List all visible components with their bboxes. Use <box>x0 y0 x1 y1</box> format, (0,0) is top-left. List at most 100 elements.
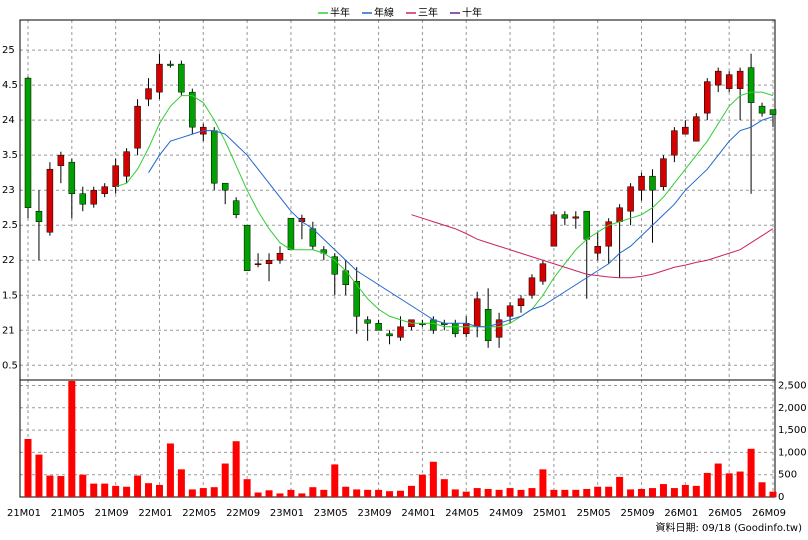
volume-bar <box>550 489 558 497</box>
candle-body <box>57 154 65 166</box>
volume-bar <box>375 489 383 497</box>
x-tick-label: 21M09 <box>95 508 129 519</box>
candle-body <box>265 259 273 264</box>
candle-body <box>134 105 141 149</box>
x-tick-label: 26M09 <box>752 508 786 519</box>
candle-body <box>528 277 536 296</box>
y-tick-label: 0.5 <box>2 360 18 371</box>
legend-label: 十年 <box>462 6 482 19</box>
volume-bar <box>769 491 777 497</box>
legend-label: 年線 <box>374 6 394 19</box>
volume-bar <box>298 493 306 497</box>
legend-label: 三年 <box>418 6 438 19</box>
candle-body <box>68 161 76 194</box>
candle-body <box>145 88 152 100</box>
y2-tick-label: 1,000 <box>778 447 807 458</box>
volume-bar <box>517 489 525 497</box>
volume-bar <box>418 474 426 497</box>
volume-bar <box>397 490 404 497</box>
volume-bar <box>145 483 153 497</box>
candle-body <box>484 309 492 342</box>
y-tick-label: 3.5 <box>2 150 18 161</box>
volume-bar <box>243 479 251 497</box>
candle-body <box>671 130 678 156</box>
volume-bar <box>353 489 361 497</box>
candle-body <box>276 252 284 261</box>
y-tick-label: 1.5 <box>2 290 18 301</box>
volume-bar <box>714 463 722 497</box>
volume-bar <box>440 479 448 497</box>
volume-bar <box>725 473 733 497</box>
volume-bar <box>506 488 514 497</box>
candle-body <box>178 63 185 93</box>
candle-body <box>430 319 437 331</box>
volume-bar <box>616 476 624 497</box>
x-tick-label: 23M01 <box>270 508 304 519</box>
volume-bar <box>331 464 339 497</box>
volume-bar <box>123 486 131 497</box>
candle-body <box>506 305 514 317</box>
legend-label: 半年 <box>330 6 350 19</box>
candle-body <box>539 263 547 282</box>
candle-body <box>616 207 623 222</box>
volume-bar <box>462 491 470 497</box>
volume-bar <box>320 489 328 497</box>
volume-bar <box>57 476 65 497</box>
candle-body <box>682 126 689 135</box>
volume-bar <box>166 443 174 497</box>
volume-bar <box>254 492 262 497</box>
candle-body <box>736 70 744 89</box>
volume-bar <box>736 471 744 497</box>
volume-bar <box>68 381 76 497</box>
y-tick-label: 24 <box>2 115 15 126</box>
candle-body <box>375 323 382 331</box>
volume-bar <box>24 439 32 497</box>
y-tick-label: 22 <box>2 255 15 266</box>
volume-bar <box>46 475 54 497</box>
y2-tick-label: 500 <box>778 470 797 481</box>
x-tick-label: 21M05 <box>51 508 85 519</box>
candle-body <box>572 216 580 219</box>
volume-bar <box>692 485 700 497</box>
candle-body <box>638 175 645 191</box>
candle-body <box>714 70 722 86</box>
candle-body <box>452 323 459 335</box>
volume-bar <box>90 483 98 497</box>
candle-body <box>627 186 634 212</box>
volume-bar <box>79 474 87 497</box>
x-tick-label: 22M09 <box>226 508 260 519</box>
x-tick-label: 23M09 <box>358 508 392 519</box>
volume-bar <box>583 488 591 497</box>
volume-bar <box>276 493 284 497</box>
volume-bar <box>199 488 207 497</box>
candle-body <box>156 63 163 93</box>
volume-bar <box>309 487 317 497</box>
volume-bar <box>627 489 635 497</box>
volume-bar <box>112 485 120 497</box>
candle-body <box>221 182 229 191</box>
x-tick-label: 23M05 <box>314 508 348 519</box>
footer: 資料日期: 09/18 (Goodinfo.tw) <box>655 521 802 534</box>
candle-body <box>189 91 196 128</box>
volume-bar <box>528 488 536 497</box>
candle-body <box>167 63 174 66</box>
x-tick-label: 25M09 <box>620 508 654 519</box>
candle-body <box>495 319 503 338</box>
y-tick-label: 21 <box>2 325 15 336</box>
volume-bar <box>232 441 240 497</box>
x-tick-label: 24M09 <box>489 508 523 519</box>
candle-body <box>561 214 569 219</box>
x-tick-label: 26M01 <box>664 508 698 519</box>
volume-bar <box>35 454 43 497</box>
candle-body <box>660 158 667 187</box>
candle-body <box>243 224 251 271</box>
candle-body <box>397 326 404 338</box>
y2-tick-label: 2,500 <box>778 380 807 391</box>
volume-bar <box>407 485 415 497</box>
volume-bar <box>539 469 547 497</box>
candle-body <box>46 168 54 233</box>
candle-body <box>473 298 481 328</box>
volume-bar <box>495 489 503 497</box>
candle-body <box>364 319 371 324</box>
